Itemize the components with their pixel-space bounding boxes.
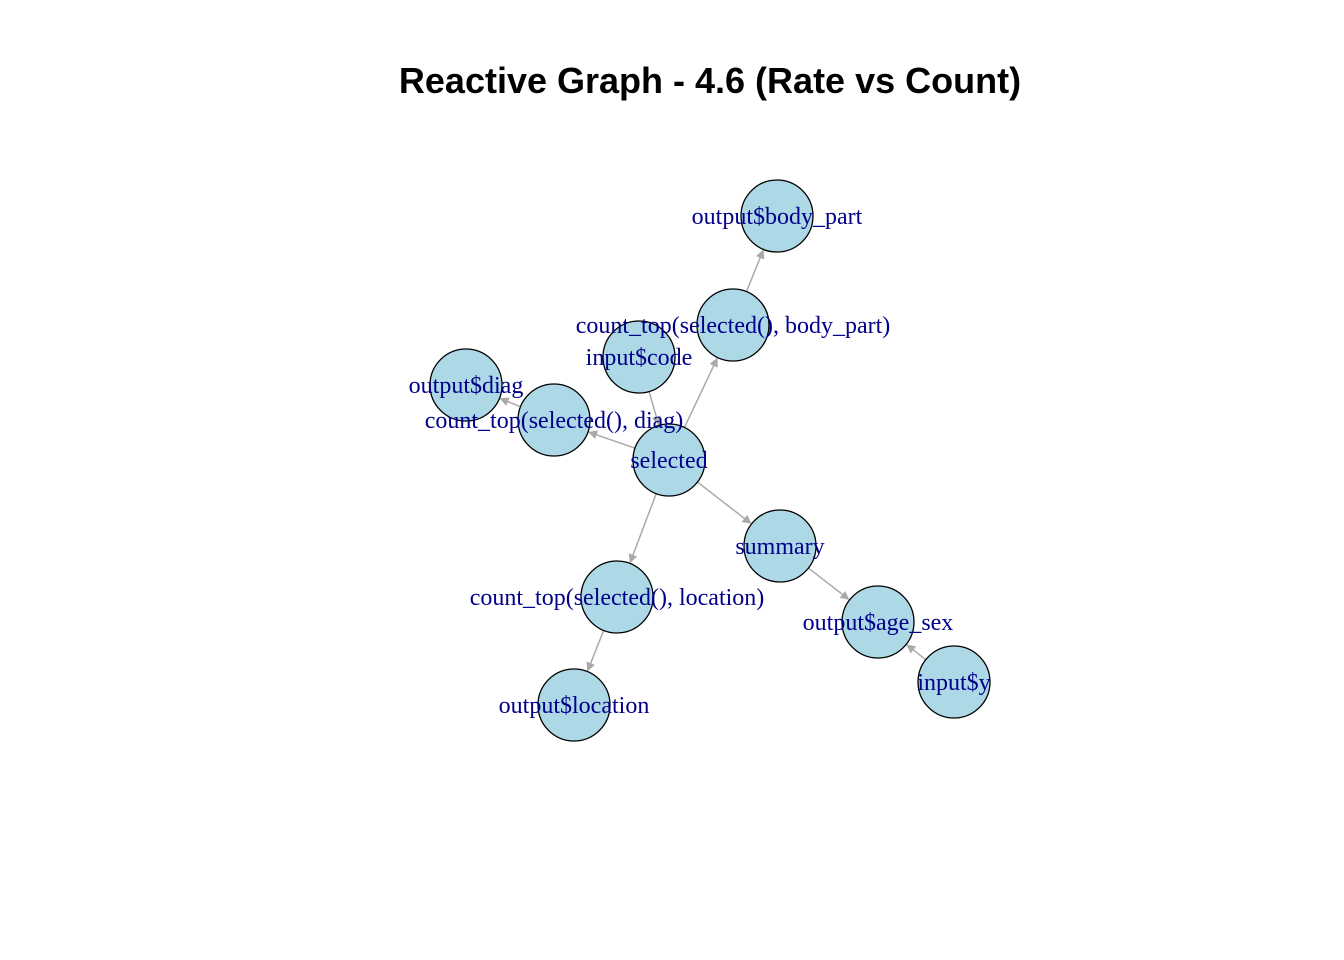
edges-layer — [499, 249, 927, 672]
edge-selected-to-count_diag — [588, 430, 636, 449]
node-age_sex_out — [841, 585, 915, 659]
node-body_part_out — [740, 179, 814, 253]
node-selected — [632, 423, 706, 497]
node-label-selected: selected — [630, 448, 707, 474]
node-count_loc — [580, 560, 654, 634]
node-count_body — [696, 288, 770, 362]
edge-input_code-to-selected — [648, 391, 661, 426]
edge-count_body-to-body_part_out — [745, 249, 765, 292]
edge-summary-to-age_sex_out — [807, 567, 850, 600]
node-location_out — [537, 668, 611, 742]
node-label-age_sex_out: output$age_sex — [803, 610, 954, 636]
node-label-count_loc: count_top(selected(), location) — [470, 585, 765, 611]
node-input_code — [602, 320, 676, 394]
edge-count_loc-to-location_out — [586, 630, 605, 672]
labels-layer: output$body_part count_top(selected(), bo… — [409, 204, 991, 719]
node-input_y — [917, 645, 991, 719]
edge-selected-to-count_body — [683, 357, 718, 428]
node-label-location_out: output$location — [499, 693, 650, 719]
node-count_diag — [517, 383, 591, 457]
node-label-body_part_out: output$body_part — [692, 204, 863, 230]
node-summary — [743, 509, 817, 583]
edge-selected-to-count_loc — [628, 493, 657, 564]
node-diag_out — [429, 348, 503, 422]
node-label-count_diag: count_top(selected(), diag) — [425, 408, 684, 434]
node-label-summary: summary — [735, 534, 824, 560]
edge-input_y-to-age_sex_out — [906, 644, 927, 661]
edge-count_diag-to-diag_out — [499, 397, 521, 408]
node-label-diag_out: output$diag — [409, 373, 524, 399]
chart-title: Reactive Graph - 4.6 (Rate vs Count) — [399, 60, 1021, 101]
nodes-layer — [429, 179, 991, 742]
node-label-input_y: input$y — [917, 670, 990, 696]
edge-selected-to-summary — [696, 481, 752, 524]
node-label-input_code: input$code — [586, 345, 693, 371]
node-label-count_body: count_top(selected(), body_part) — [576, 313, 891, 339]
